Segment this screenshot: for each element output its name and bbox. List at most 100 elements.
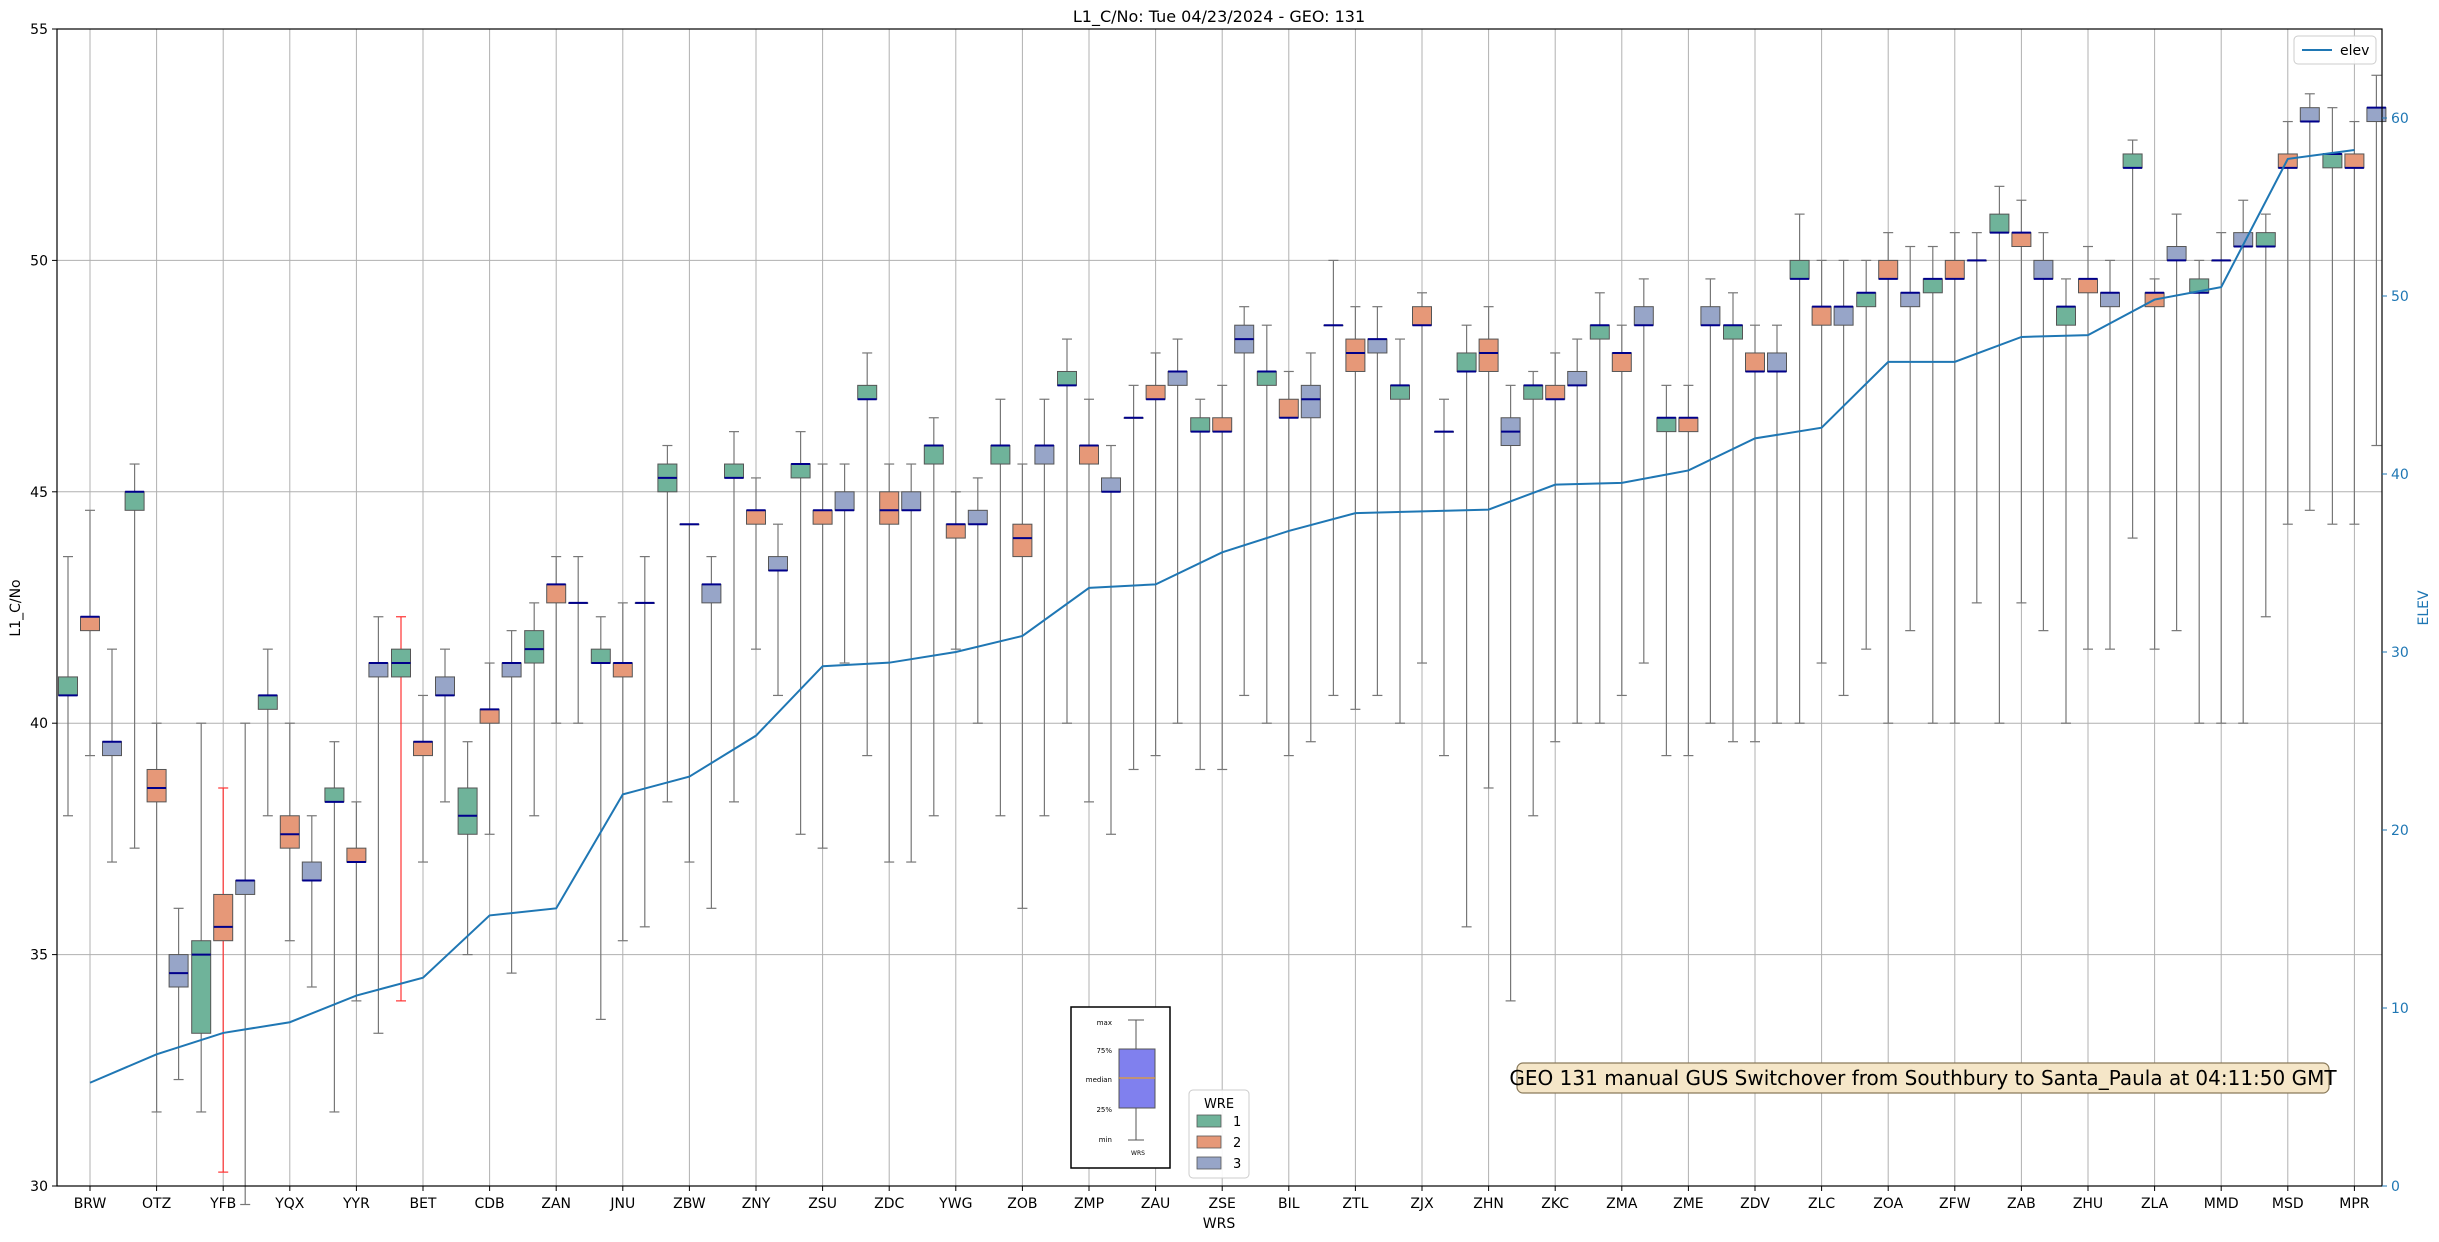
box-plot-wre2-ZHU — [2078, 245, 2098, 650]
x-tick-label: MPR — [2339, 1196, 2370, 1212]
box-plot-wre2-CDB — [479, 662, 500, 835]
box-plot-wre1-JNU — [590, 616, 611, 1020]
wre-legend-swatch — [1196, 1114, 1222, 1128]
box-iqr — [1456, 352, 1477, 372]
box-plot-wre1-ZSE — [1190, 398, 1211, 771]
x-tick-label: YWG — [938, 1196, 972, 1212]
box-iqr — [301, 861, 322, 882]
box-iqr — [1412, 306, 1432, 326]
box-iqr — [2366, 107, 2387, 123]
box-plot-wre1-ZJX — [1390, 338, 1410, 724]
box-plot-wre1-YQX — [257, 648, 278, 817]
y-tick-label: 55 — [30, 22, 48, 38]
box-plot-wre3-ZLA — [2166, 213, 2187, 632]
box-plot-wre1-YYR — [324, 741, 345, 1113]
box-plot-wre1-ZNY — [724, 431, 744, 803]
box-iqr — [724, 463, 744, 479]
box-iqr — [1833, 306, 1854, 326]
box-iqr — [2056, 306, 2076, 326]
key-label: min — [1099, 1136, 1112, 1144]
box-plot-wre2-ZHN — [1478, 306, 1499, 789]
y2-axis: 0 10 20 30 40 50 60 — [2382, 111, 2409, 1195]
y2-tick-label: 40 — [2391, 467, 2409, 483]
box-plot-wre2-ZME — [1678, 384, 1699, 757]
box-plot-wre3-JNU — [634, 555, 655, 928]
box-iqr — [524, 630, 545, 664]
x-tick-label: MSD — [2272, 1196, 2304, 1212]
box-plot-wre1-ZAN — [524, 602, 545, 817]
box-iqr — [1390, 384, 1410, 400]
wre-legend: WRE 1 2 3 — [1188, 1089, 1250, 1179]
box-iqr — [1478, 338, 1499, 372]
box-iqr — [768, 556, 788, 571]
box-plot-wre1-ZLA — [2122, 139, 2143, 539]
box-iqr — [346, 847, 367, 863]
box-plot-wre2-ZBW — [679, 523, 700, 863]
box-plot-wre1-OTZ — [124, 463, 145, 849]
box-iqr — [279, 815, 300, 849]
y-tick-label: 35 — [30, 948, 48, 964]
x-tick-label: ZMP — [1074, 1196, 1104, 1212]
box-iqr — [257, 694, 278, 710]
box-plot-wre1-ZDC — [857, 352, 878, 757]
box-plot-wre2-YWG — [945, 491, 966, 650]
box-plot-wre3-ZME — [1700, 278, 1721, 724]
y-tick-label: 50 — [30, 253, 48, 269]
box-plot-wre3-OTZ — [168, 907, 189, 1081]
box-plot-wre2-BRW — [80, 509, 100, 757]
key-label: median — [1086, 1076, 1112, 1084]
box-iqr — [2033, 259, 2054, 280]
wre-legend-swatch — [1196, 1135, 1222, 1149]
box-plot-wre3-BIL — [1300, 352, 1321, 743]
y2-tick-label: 30 — [2391, 645, 2409, 661]
box-plot-wre3-ZTL — [1367, 306, 1388, 697]
x-tick-label: ZDC — [874, 1196, 904, 1212]
box-plot-wre1-MPR — [2322, 107, 2343, 525]
y2-tick-label: 20 — [2391, 823, 2409, 839]
box-iqr — [1611, 352, 1632, 372]
box-iqr — [990, 445, 1011, 465]
x-tick-label: ZME — [1673, 1196, 1704, 1212]
box-iqr — [1145, 384, 1166, 400]
box-plot-wre3-CDB — [501, 630, 522, 974]
box-iqr — [479, 708, 500, 724]
box-iqr — [901, 491, 922, 511]
x-tick-label: ZAB — [2007, 1196, 2036, 1212]
box-plot-wre2-ZSU — [812, 463, 833, 849]
box-plot-wre3-ZSU — [834, 463, 855, 664]
x-tick-label: ZSE — [1209, 1196, 1236, 1212]
box-iqr — [1345, 338, 1366, 372]
elev-series — [89, 149, 2355, 1084]
box-plot-wre2-ZKC — [1545, 352, 1566, 743]
box-iqr — [879, 491, 900, 525]
box-iqr — [2078, 278, 2098, 294]
box-plot-wre3-ZDV — [1767, 324, 1787, 724]
box-iqr — [168, 954, 189, 988]
box-iqr — [1167, 370, 1188, 386]
box-iqr — [102, 741, 122, 757]
box-plot-wre1-ZFW — [1922, 245, 1943, 724]
box-iqr — [1278, 398, 1299, 419]
elev-line-path — [89, 149, 2355, 1084]
box-iqr — [2344, 153, 2365, 169]
y2-axis-label: ELEV — [2416, 590, 2432, 625]
box-iqr — [923, 445, 944, 465]
box-plot-wre2-ZFW — [1944, 232, 1965, 724]
y2-tick-label: 10 — [2391, 1001, 2409, 1017]
box-plot-wre1-ZMA — [1589, 292, 1610, 724]
grid-lines — [57, 28, 2382, 1187]
box-plot-wre1-ZAB — [1989, 185, 2010, 724]
box-iqr — [324, 787, 345, 803]
box-plot-wre1-ZOB — [990, 398, 1011, 817]
box-plot-wre3-ZBW — [701, 555, 722, 909]
x-tick-label: OTZ — [142, 1196, 171, 1212]
box-plot-wre2-ZNY — [746, 477, 766, 650]
box-iqr — [546, 583, 567, 604]
box-iqr — [368, 662, 389, 678]
box-plot-wre3-MMD — [2233, 199, 2254, 724]
box-plot-wre1-ZLC — [1789, 213, 1810, 724]
box-plot-wre3-ZHU — [2100, 259, 2120, 650]
box-plot-wre3-ZFW — [1966, 232, 1987, 604]
box-plot-wre2-ZMA — [1611, 324, 1632, 697]
y2-tick-label: 0 — [2391, 1179, 2400, 1195]
